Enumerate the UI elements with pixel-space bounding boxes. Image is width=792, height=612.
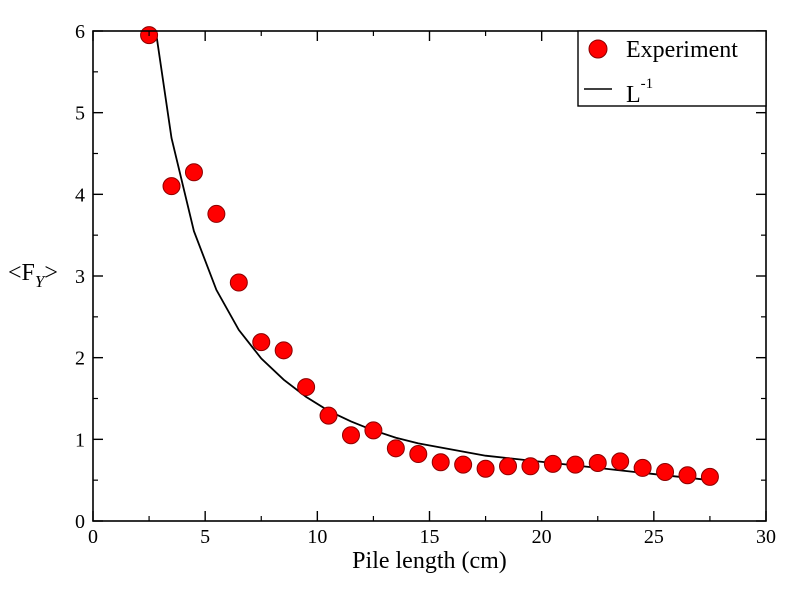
y-axis-ticks: 0 1 2 3 4 5 6 xyxy=(75,21,766,533)
data-point xyxy=(700,467,719,486)
data-point xyxy=(184,163,203,182)
y-tick-label: 5 xyxy=(75,103,85,125)
y-axis-label-main: <F xyxy=(8,260,35,286)
data-point xyxy=(386,439,405,458)
data-point xyxy=(499,457,518,476)
data-point xyxy=(566,455,585,474)
data-points-layer xyxy=(140,26,719,486)
data-point xyxy=(454,455,473,474)
data-point xyxy=(521,457,540,476)
data-point xyxy=(162,177,181,196)
legend-box xyxy=(577,30,767,107)
x-tick-label: 25 xyxy=(644,526,664,548)
y-axis-label-end: > xyxy=(44,260,58,286)
data-point xyxy=(678,466,697,485)
fit-line xyxy=(154,30,710,482)
data-point xyxy=(656,463,675,481)
legend-marker-experiment xyxy=(588,39,608,59)
y-tick-label: 1 xyxy=(75,429,85,451)
data-point xyxy=(431,453,450,472)
legend: Experiment L-1 xyxy=(577,30,767,108)
legend-label-fit: L-1 xyxy=(626,76,653,108)
data-point xyxy=(476,459,495,478)
data-point xyxy=(588,454,607,473)
legend-label-fit-base: L xyxy=(626,82,641,108)
y-axis-label-sub: Y xyxy=(35,272,46,291)
x-tick-label: 30 xyxy=(756,526,776,548)
y-tick-label: 0 xyxy=(75,511,85,533)
y-tick-label: 3 xyxy=(75,266,85,288)
data-point xyxy=(319,406,338,425)
x-tick-label: 10 xyxy=(307,526,327,548)
x-axis-ticks: 0 5 10 15 20 25 30 xyxy=(88,31,776,548)
data-point xyxy=(229,273,248,292)
legend-label-fit-sup: -1 xyxy=(641,76,654,92)
data-point xyxy=(274,341,293,360)
legend-label-experiment: Experiment xyxy=(626,37,738,63)
data-point xyxy=(207,204,226,223)
data-point xyxy=(364,421,383,440)
fit-line-layer xyxy=(154,30,710,482)
x-tick-label: 15 xyxy=(420,526,440,548)
y-tick-label: 4 xyxy=(75,184,85,206)
x-tick-label: 0 xyxy=(88,526,98,548)
data-point xyxy=(611,452,630,471)
y-tick-label: 6 xyxy=(75,21,85,43)
data-point xyxy=(252,333,271,352)
x-axis-label: Pile length (cm) xyxy=(352,548,507,574)
data-point xyxy=(409,445,428,464)
y-tick-label: 2 xyxy=(75,348,85,370)
y-axis-label: <FY> xyxy=(8,260,58,291)
x-tick-label: 5 xyxy=(200,526,210,548)
data-point xyxy=(633,458,652,477)
data-point xyxy=(341,426,360,445)
x-tick-label: 20 xyxy=(532,526,552,548)
data-point xyxy=(297,378,316,397)
data-point xyxy=(543,454,562,473)
